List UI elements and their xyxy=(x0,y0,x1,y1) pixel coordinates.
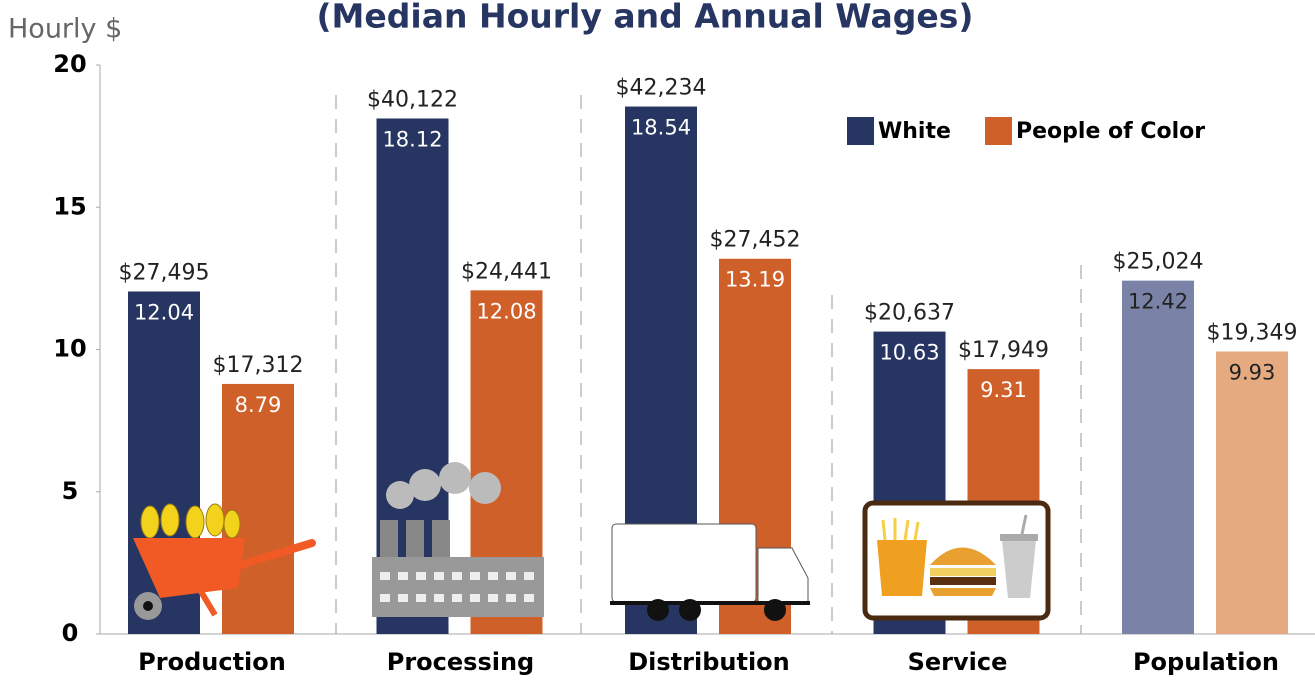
legend-label: White xyxy=(878,119,951,144)
value-label: 9.93 xyxy=(1229,360,1276,384)
legend: White People of Color xyxy=(847,117,1205,145)
x-tick-label: Processing xyxy=(387,648,534,676)
value-label: 12.04 xyxy=(134,300,194,324)
chart-title: (Median Hourly and Annual Wages) xyxy=(316,0,973,36)
annual-label: $27,452 xyxy=(710,228,801,253)
legend-swatch xyxy=(847,117,874,145)
x-tick-label: Population xyxy=(1133,648,1279,676)
y-tick-label: 20 xyxy=(53,50,86,78)
annual-label: $17,949 xyxy=(958,338,1049,363)
bar xyxy=(1122,281,1194,634)
annual-label: $20,637 xyxy=(864,301,955,326)
annual-label: $19,349 xyxy=(1207,320,1298,345)
x-tick-label: Production xyxy=(138,648,286,676)
x-tick-label: Service xyxy=(908,648,1008,676)
y-tick-label: 5 xyxy=(62,477,79,505)
annual-label: $40,122 xyxy=(367,87,458,112)
y-tick-label: 0 xyxy=(62,619,79,647)
y-tick-label: 15 xyxy=(53,192,86,220)
value-label: 12.42 xyxy=(1128,290,1188,314)
value-label: 8.79 xyxy=(235,393,282,417)
x-tick-label: Distribution xyxy=(628,648,790,676)
annual-label: $27,495 xyxy=(119,260,210,285)
chart: (Median Hourly and Annual Wages) Hourly … xyxy=(0,0,1315,681)
value-label: 10.63 xyxy=(879,341,939,365)
food-icon xyxy=(865,503,1048,618)
annual-label: $24,441 xyxy=(461,259,552,284)
value-label: 9.31 xyxy=(980,378,1027,402)
annual-label: $25,024 xyxy=(1113,250,1204,275)
y-axis-label: Hourly $ xyxy=(8,14,122,45)
annual-label: $17,312 xyxy=(213,353,304,378)
legend-swatch xyxy=(985,117,1012,145)
value-label: 18.54 xyxy=(631,116,691,140)
value-label: 12.08 xyxy=(476,299,536,323)
legend-label: People of Color xyxy=(1016,119,1205,144)
bar xyxy=(222,384,294,634)
value-label: 13.19 xyxy=(725,268,785,292)
value-label: 18.12 xyxy=(382,127,442,151)
annual-label: $42,234 xyxy=(616,76,707,101)
y-tick-label: 10 xyxy=(53,335,86,363)
bar xyxy=(1216,351,1288,634)
